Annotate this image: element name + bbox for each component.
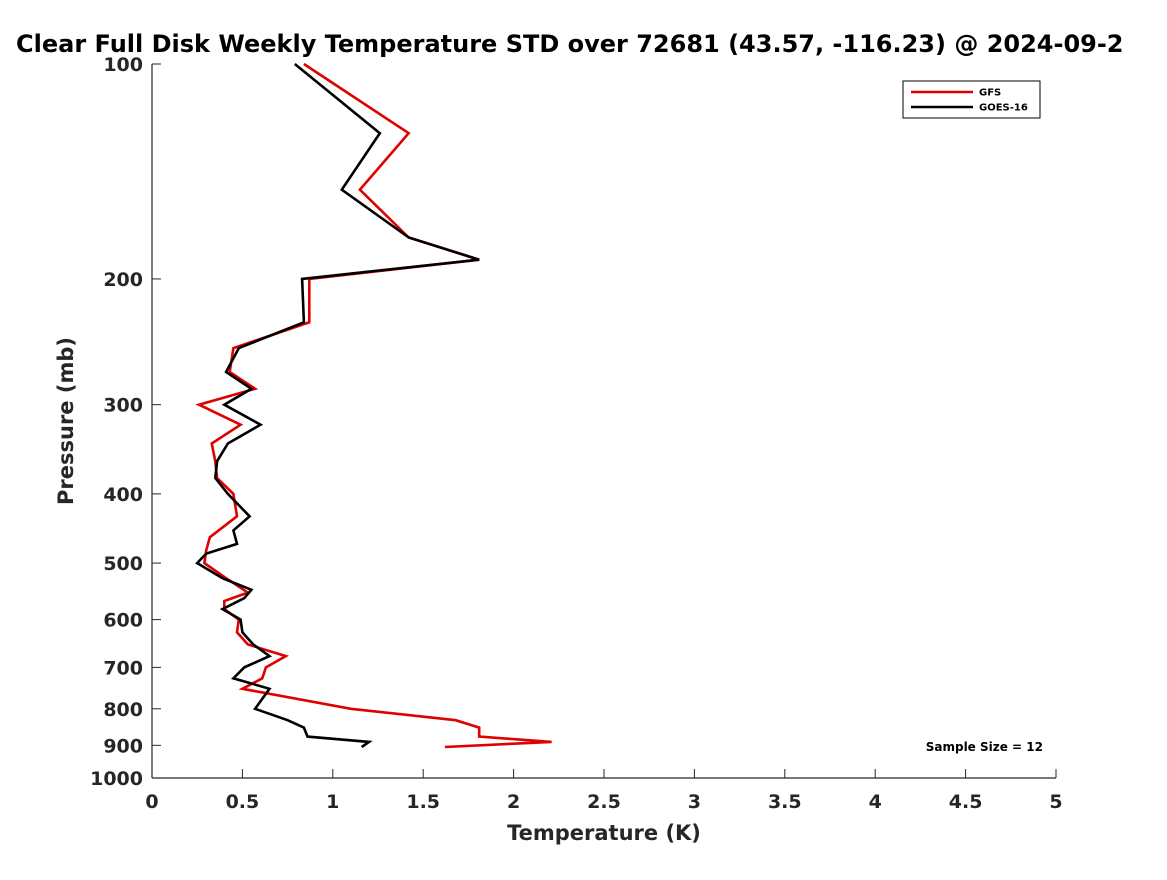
chart-title: Clear Full Disk Weekly Temperature STD o… — [16, 30, 1124, 58]
series-line-gfs — [195, 62, 552, 749]
x-tick-label: 3.5 — [768, 791, 802, 813]
legend-box — [902, 80, 1041, 119]
y-axis-label: Pressure (mb) — [54, 337, 78, 505]
y-tick-label: 600 — [103, 610, 143, 632]
y-tick-label: 1000 — [90, 768, 143, 790]
x-tick-label: 4 — [869, 791, 882, 813]
legend-label: GOES-16 — [979, 103, 1028, 114]
x-tick-label: 0.5 — [226, 791, 260, 813]
x-tick-label: 2.5 — [587, 791, 621, 813]
x-axis-label: Temperature (K) — [507, 821, 701, 845]
x-tick-label: 4.5 — [949, 791, 983, 813]
y-tick-label: 800 — [103, 699, 143, 721]
x-tick-label: 0 — [145, 791, 158, 813]
plot-area — [195, 62, 552, 749]
series-line-goes-16 — [195, 62, 480, 749]
y-tick-label: 500 — [103, 553, 143, 575]
y-tick-label: 200 — [103, 269, 143, 291]
x-tick-label: 5 — [1049, 791, 1062, 813]
y-tick-label: 400 — [103, 484, 143, 506]
y-tick-label: 100 — [103, 54, 143, 76]
axes: 0 0.5 1 1.5 2 2.5 3 3.5 4 4.5 5 100 200 300 400 500 600 7… — [90, 54, 1063, 813]
x-tick-label: 2 — [507, 791, 520, 813]
legend-label: GFS — [979, 88, 1001, 99]
y-tick-label: 900 — [103, 735, 143, 757]
x-tick-label: 3 — [688, 791, 701, 813]
y-tick-label: 700 — [103, 657, 143, 679]
legend: GFS GOES-16 — [902, 80, 1041, 119]
sample-size-annotation: Sample Size = 12 — [926, 740, 1043, 754]
y-tick-label: 300 — [103, 395, 143, 417]
x-tick-label: 1 — [326, 791, 339, 813]
x-tick-label: 1.5 — [406, 791, 440, 813]
